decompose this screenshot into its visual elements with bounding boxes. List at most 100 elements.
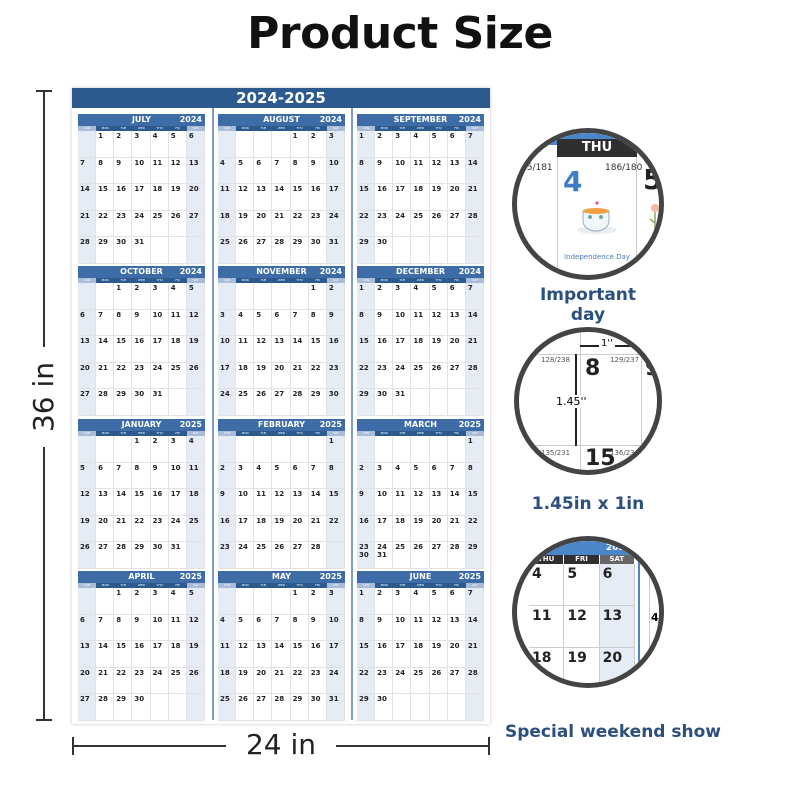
day-cell: 13 [429, 489, 448, 516]
day-cell: 11 [168, 309, 187, 337]
day-cell: 12 [186, 309, 205, 337]
day-cell: 6 [447, 131, 466, 158]
day-number: 13 [449, 615, 460, 624]
day-number: 25 [220, 695, 230, 704]
day-cell: 31 [326, 237, 345, 264]
weekday-label: SUN [78, 278, 97, 283]
day-number: 2 [134, 284, 140, 292]
day-cell: 7 [114, 462, 133, 490]
day-number: 22 [98, 211, 108, 220]
day-number: 26 [413, 543, 424, 552]
day-number: 15 [359, 337, 369, 346]
day-number: 26 [256, 390, 267, 399]
month-name: FEBRUARY [257, 420, 306, 429]
day-cell: 9 [114, 157, 133, 185]
day-number: 8 [98, 158, 104, 167]
day-number: 25 [413, 668, 424, 677]
cell-size-label: 1.45in x 1in [531, 494, 645, 514]
day-cell: 10 [168, 462, 187, 490]
day-count: 135/231 [541, 449, 571, 457]
day-cell: 21 [308, 515, 327, 543]
day-cell: 18 [168, 641, 187, 668]
day-number: 15 [585, 446, 616, 471]
day-cell: 14 [96, 641, 115, 668]
day-cell: 18 [529, 648, 565, 683]
day-cell: 30 [308, 694, 327, 721]
day-cell: 7 [272, 157, 291, 185]
day-cell: 9 [326, 309, 345, 337]
month-header: JULY 2024 [78, 114, 205, 126]
day-cell: 24 [132, 210, 151, 238]
day-cell: 5 [236, 614, 255, 642]
day-number: 14 [467, 615, 478, 624]
day-number: 28 [274, 238, 285, 247]
day-cell: 18 [150, 184, 169, 211]
day-cell: 4 [150, 131, 169, 158]
day-number: 24 [395, 211, 406, 220]
day-number: 7 [98, 615, 104, 624]
day-number: 7 [98, 310, 104, 319]
day-cell: 22 [357, 210, 376, 238]
day-count: 129/237 [610, 356, 640, 364]
day-cell: 26 [254, 389, 273, 416]
day-number: 10 [152, 615, 163, 624]
weekday-label: MON [241, 126, 249, 130]
day-cell: 23 30 [357, 542, 376, 569]
day-number: 25 [395, 543, 406, 552]
day-cell: 26 [236, 694, 255, 721]
day-cell: 13 [96, 489, 115, 516]
day-number: 22 [292, 668, 303, 677]
weekday-label: FRI [175, 583, 181, 587]
day-cell: 25 [254, 542, 273, 569]
day-cell: 22 [114, 667, 133, 695]
day-cell: 5 [186, 283, 205, 310]
day-cell [236, 588, 255, 615]
day-cell: 9 [375, 614, 394, 642]
day-number: 3 [134, 132, 140, 140]
day-number: 16 [116, 185, 127, 194]
day-number: 29 [98, 238, 108, 247]
day-cell [308, 436, 327, 463]
month-header: AUGUST 2024 [218, 114, 345, 126]
day-cell: 4 [218, 157, 237, 185]
day-number: 1 [328, 437, 334, 445]
month-name: AUGUST [263, 115, 300, 124]
day-cell: 23 [375, 667, 394, 695]
day-number: 29 [310, 390, 321, 399]
day-cell: 3 [150, 588, 169, 615]
day-number: 11 [395, 490, 406, 499]
month-header: JUNE 2025 [357, 571, 484, 583]
day-cell: 13 [447, 309, 466, 337]
weekday-label: THU [156, 431, 163, 435]
day-number: 5 [256, 310, 262, 319]
month-february: FEBRUARY 2025 SUN MON TUE WED THU FRI SAT 1 2 3 4 5 6 7… [218, 419, 345, 569]
dimension-tick [488, 737, 490, 755]
weekday-label: SAT [326, 583, 345, 588]
day-number: 18 [256, 516, 267, 525]
day-cell [411, 436, 430, 463]
weekday-label: THU [156, 278, 163, 282]
day-cell: 20 [447, 641, 466, 668]
day-cell: 21 [447, 515, 466, 543]
day-cell: 18 [393, 515, 412, 543]
day-cell: 14 [272, 184, 291, 211]
month-grid: 1 2 3 4 5 6 7 8 9 10 11 12 13 14 15 16 17 18 19 20 21 22 23 24 2… [78, 131, 205, 264]
day-number: 2 [220, 463, 225, 472]
day-number: 6 [80, 615, 85, 624]
day-cell: 5 [236, 157, 255, 185]
day-number: 8 [467, 463, 473, 472]
month-header: DECEMBER 2024 [357, 266, 484, 278]
day-cell: 9 [308, 157, 327, 185]
day-number: 18 [395, 516, 406, 525]
day-number: 22 [359, 211, 369, 220]
day-cell: 9 [218, 489, 237, 516]
day-number: 26 [80, 543, 90, 552]
day-number: 4 [238, 310, 244, 319]
day-number: 30 [310, 238, 321, 247]
day-cell: 20 [96, 515, 115, 543]
day-number: 20 [80, 363, 90, 372]
day-number: 11 [256, 490, 267, 499]
day-cell: 15 [357, 336, 376, 363]
day-number: 6 [98, 463, 104, 472]
day-number: 19 [80, 516, 90, 525]
